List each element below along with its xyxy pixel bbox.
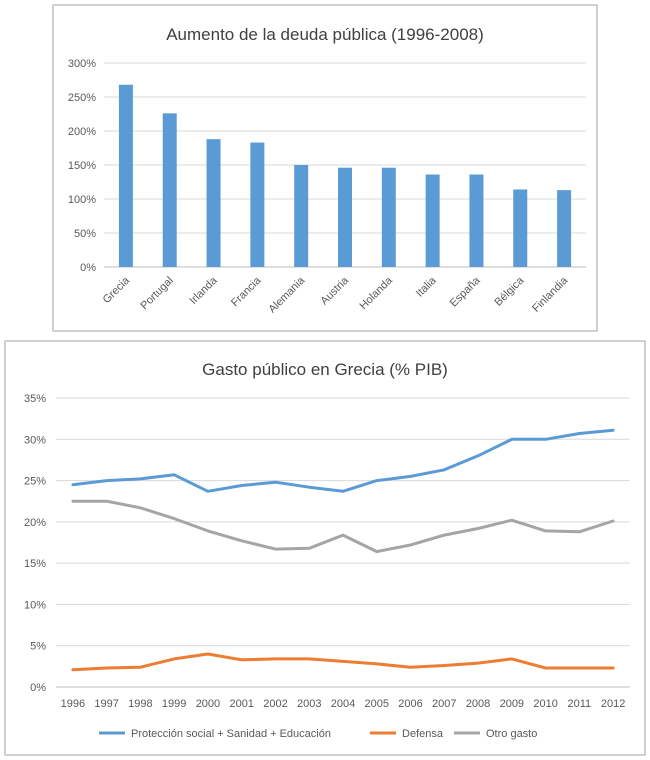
legend-label: Defensa xyxy=(402,728,444,740)
x-tick-label: 2003 xyxy=(297,698,321,710)
y-tick-label: 50% xyxy=(74,228,96,240)
y-tick-label: 100% xyxy=(68,194,96,206)
x-tick-label: 2011 xyxy=(568,698,592,710)
legend-label: Otro gasto xyxy=(486,728,537,740)
bar xyxy=(162,113,177,267)
x-tick-label: Alemania xyxy=(266,274,308,316)
bar xyxy=(338,167,352,267)
spending-line-chart: Gasto público en Grecia (% PIB) 0% 5% 10% 1… xyxy=(24,360,630,740)
y-tick-label: 25% xyxy=(24,476,46,488)
y-tick-label: 5% xyxy=(30,641,46,653)
x-tick-label: Austria xyxy=(318,274,351,307)
x-tick-label: Portugal xyxy=(138,275,175,312)
debt-bar-chart: Aumento de la deuda pública (1996-2008) … xyxy=(68,25,586,316)
x-tick-label: Italia xyxy=(414,274,440,300)
bar xyxy=(557,190,572,267)
bar xyxy=(381,167,396,267)
y-tick-label: 15% xyxy=(24,558,46,570)
y-tick-label: 0% xyxy=(80,262,96,274)
bar xyxy=(469,174,484,267)
x-tick-label: Bélgica xyxy=(492,274,527,309)
x-tick-label: Irlanda xyxy=(187,274,220,307)
legend-label: Protección social + Sanidad + Educación xyxy=(131,728,331,740)
x-tick-label: 2005 xyxy=(365,698,389,710)
y-tick-label: 30% xyxy=(24,434,46,446)
y-tick-label: 0% xyxy=(30,682,46,694)
x-tick-label: 2004 xyxy=(331,698,355,710)
x-tick-label: 2012 xyxy=(601,698,625,710)
chart-title: Gasto público en Grecia (% PIB) xyxy=(202,360,448,379)
bar xyxy=(118,84,133,267)
x-tick-label: 1998 xyxy=(128,698,152,710)
x-tick-label: Holanda xyxy=(357,274,395,312)
bar xyxy=(425,174,440,267)
debt-bar-chart-panel: Aumento de la deuda pública (1996-2008) … xyxy=(52,4,598,332)
chart-title: Aumento de la deuda pública (1996-2008) xyxy=(166,25,484,44)
x-tick-label: 2007 xyxy=(432,698,456,710)
x-tick-label: 2000 xyxy=(196,698,220,710)
x-tick-label: 1999 xyxy=(162,698,186,710)
x-tick-label: Francia xyxy=(229,274,264,309)
x-tick-label: 1997 xyxy=(94,698,118,710)
x-tick-label: 2008 xyxy=(466,698,490,710)
x-tick-label: 2006 xyxy=(398,698,422,710)
x-tick-label: 2002 xyxy=(263,698,287,710)
x-tick-label: Grecia xyxy=(101,274,133,306)
spending-line-chart-panel: Gasto público en Grecia (% PIB) 0% 5% 10% 1… xyxy=(4,340,646,756)
bar xyxy=(250,142,265,267)
y-tick-label: 10% xyxy=(24,599,46,611)
series-line xyxy=(71,652,615,672)
series-line xyxy=(71,499,615,554)
series-line xyxy=(71,428,615,493)
bar xyxy=(513,189,528,267)
x-tick-label: Finlandia xyxy=(530,274,571,315)
x-tick-label: 1996 xyxy=(61,698,85,710)
x-tick-label: 2001 xyxy=(229,698,253,710)
y-tick-label: 20% xyxy=(24,517,46,529)
x-tick-label: España xyxy=(448,274,483,309)
y-tick-label: 35% xyxy=(24,393,46,405)
bar xyxy=(294,165,309,267)
y-tick-label: 200% xyxy=(68,126,96,138)
y-tick-label: 250% xyxy=(68,92,96,104)
y-tick-label: 150% xyxy=(68,160,96,172)
bar xyxy=(206,139,221,267)
x-tick-label: 2010 xyxy=(533,698,557,710)
y-tick-label: 300% xyxy=(68,58,96,70)
x-tick-label: 2009 xyxy=(500,698,524,710)
